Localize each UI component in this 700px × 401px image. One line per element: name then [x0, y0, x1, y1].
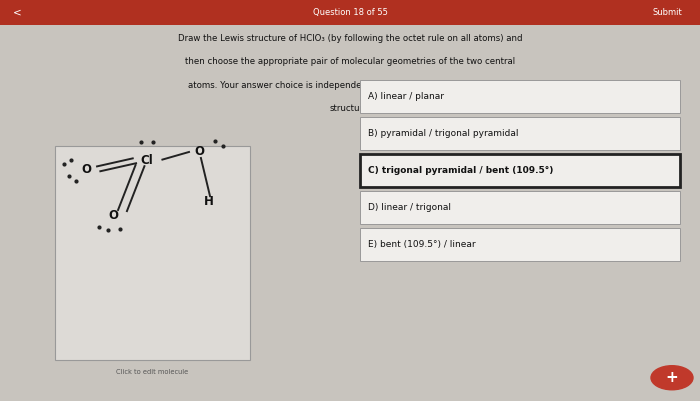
Text: <: < — [13, 8, 22, 17]
Text: A) linear / planar: A) linear / planar — [368, 92, 444, 101]
Text: B) pyramidal / trigonal pyramidal: B) pyramidal / trigonal pyramidal — [368, 129, 519, 138]
Text: Draw the Lewis structure of HClO₃ (by following the octet rule on all atoms) and: Draw the Lewis structure of HClO₃ (by fo… — [178, 34, 522, 43]
Text: Cl: Cl — [141, 154, 153, 167]
Text: Question 18 of 55: Question 18 of 55 — [313, 8, 387, 17]
Text: O: O — [108, 209, 118, 222]
FancyBboxPatch shape — [360, 154, 680, 187]
Text: Submit: Submit — [652, 8, 682, 17]
Text: E) bent (109.5°) / linear: E) bent (109.5°) / linear — [368, 240, 476, 249]
FancyBboxPatch shape — [360, 228, 680, 261]
FancyBboxPatch shape — [360, 191, 680, 224]
Text: D) linear / trigonal: D) linear / trigonal — [368, 203, 452, 212]
Text: O: O — [195, 145, 204, 158]
Text: atoms. Your answer choice is independent of the orientation of your drawn: atoms. Your answer choice is independent… — [188, 81, 512, 89]
Text: O: O — [82, 163, 92, 176]
FancyBboxPatch shape — [55, 146, 250, 360]
FancyBboxPatch shape — [360, 80, 680, 113]
Circle shape — [651, 366, 693, 390]
Text: H: H — [204, 195, 214, 208]
Text: then choose the appropriate pair of molecular geometries of the two central: then choose the appropriate pair of mole… — [185, 57, 515, 66]
Text: C) trigonal pyramidal / bent (109.5°): C) trigonal pyramidal / bent (109.5°) — [368, 166, 554, 175]
Text: +: + — [666, 370, 678, 385]
FancyBboxPatch shape — [0, 0, 700, 25]
Text: Click to edit molecule: Click to edit molecule — [116, 369, 189, 375]
FancyBboxPatch shape — [360, 117, 680, 150]
Text: structure.: structure. — [329, 104, 371, 113]
